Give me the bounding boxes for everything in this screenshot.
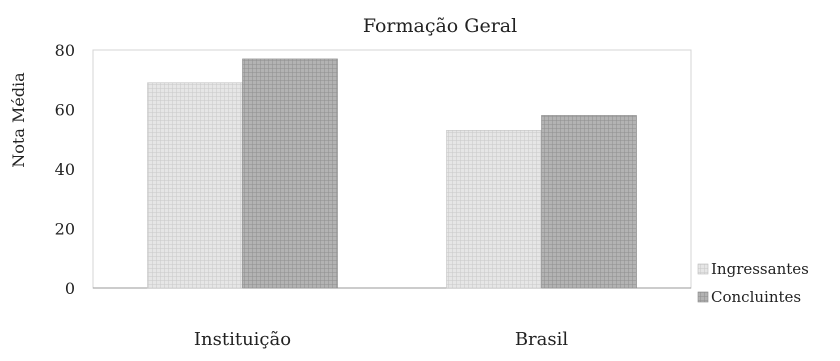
- y-tick-label: 0: [65, 279, 75, 298]
- x-category-label: Brasil: [515, 329, 569, 350]
- chart-title: Formação Geral: [363, 15, 517, 37]
- y-axis-ticks: 0 20 40 60 80: [55, 41, 75, 298]
- legend-label-ingressantes: Ingressantes: [711, 260, 809, 278]
- legend: Ingressantes Concluintes: [697, 260, 809, 306]
- bar-concluintes-1: [541, 115, 637, 289]
- y-tick-label: 20: [55, 220, 75, 239]
- legend-swatch-concluintes: [697, 291, 709, 303]
- bars-group: [147, 58, 637, 289]
- y-tick-label: 40: [55, 160, 75, 179]
- bar-ingressantes-0: [147, 82, 243, 289]
- bar-ingressantes-1: [446, 130, 542, 289]
- legend-swatch-ingressantes: [697, 263, 709, 275]
- x-category-label: Instituição: [194, 329, 291, 350]
- y-axis-label: Nota Média: [9, 72, 28, 168]
- legend-label-concluintes: Concluintes: [711, 288, 801, 306]
- bar-concluintes-0: [242, 58, 338, 289]
- x-axis-labels: Instituição Brasil: [194, 329, 568, 350]
- y-tick-label: 60: [55, 101, 75, 120]
- y-tick-label: 80: [55, 41, 75, 60]
